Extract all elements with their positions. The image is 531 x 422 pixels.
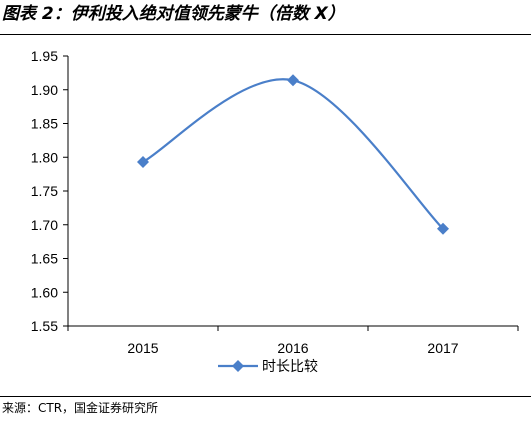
- title-divider: [0, 34, 531, 35]
- y-tick-label: 1.85: [31, 116, 58, 132]
- data-point-diamond-icon: [437, 222, 449, 235]
- series-line: [142, 78, 444, 230]
- y-tick-label: 1.90: [31, 82, 58, 98]
- y-tick-label: 1.80: [31, 149, 58, 165]
- data-point-diamond-icon: [137, 155, 149, 168]
- y-tick-label: 1.60: [31, 284, 58, 300]
- x-tick-label: 2016: [277, 340, 308, 356]
- series-markers: [137, 74, 449, 235]
- data-point-diamond-icon: [287, 74, 299, 87]
- y-tick-label: 1.70: [31, 217, 58, 233]
- legend: 时长比较: [218, 358, 318, 374]
- y-tick-label: 1.65: [31, 251, 58, 267]
- x-tick-label: 2017: [427, 340, 458, 356]
- y-tick-label: 1.95: [31, 48, 58, 64]
- legend-label: 时长比较: [262, 358, 318, 374]
- y-tick-label: 1.55: [31, 318, 58, 334]
- source-note: 来源：CTR，国金证券研究所: [2, 401, 159, 415]
- y-tick-label: 1.75: [31, 183, 58, 199]
- y-axis: 1.55 1.60 1.65 1.70 1.75 1.80 1.85 1.90 1.95: [31, 48, 69, 334]
- line-chart: 1.55 1.60 1.65 1.70 1.75 1.80 1.85 1.90 1.95 201…: [31, 48, 519, 374]
- footer-divider: [0, 396, 531, 397]
- chart-title: 图表 2：伊利投入绝对值领先蒙牛（倍数 X）: [2, 4, 345, 24]
- legend-diamond-icon: [232, 360, 244, 372]
- x-axis: 2015 2016 2017: [67, 325, 519, 356]
- x-tick-label: 2015: [127, 340, 158, 356]
